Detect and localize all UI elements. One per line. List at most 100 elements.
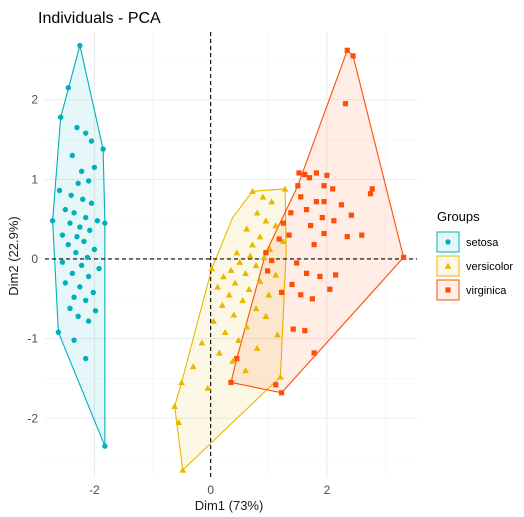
virginica-point xyxy=(317,273,323,280)
virginica-point xyxy=(298,194,304,200)
versicolor-point xyxy=(208,265,216,272)
setosa-point xyxy=(82,297,89,304)
setosa-point xyxy=(85,178,92,184)
versicolor-point xyxy=(249,241,256,248)
setosa-point xyxy=(91,164,98,171)
setosa-point xyxy=(55,329,62,335)
virginica-point xyxy=(276,236,282,242)
group-hulls xyxy=(52,45,405,472)
virginica-point xyxy=(311,242,317,248)
versicolor-point xyxy=(225,291,233,298)
setosa-point xyxy=(84,254,91,261)
setosa-point xyxy=(65,85,71,91)
virginica-point xyxy=(331,218,337,224)
virginica-point xyxy=(348,212,354,218)
setosa-point xyxy=(49,218,56,224)
versicolor-point xyxy=(268,198,276,205)
setosa-point xyxy=(81,238,87,245)
virginica-point xyxy=(303,207,310,213)
versicolor-point xyxy=(236,258,244,265)
setosa-point xyxy=(62,280,69,286)
setosa-legend-label: setosa xyxy=(466,237,499,249)
versicolor-point xyxy=(218,301,226,308)
setosa-point xyxy=(59,232,66,238)
y-tick-label: -1 xyxy=(27,332,38,346)
setosa-point xyxy=(82,355,89,362)
versicolor-point xyxy=(231,279,239,286)
versicolor-point xyxy=(243,323,251,330)
versicolor-point xyxy=(198,339,206,346)
virginica-point xyxy=(286,232,292,238)
setosa-point xyxy=(74,124,80,131)
setosa-point xyxy=(71,294,77,300)
virginica-point xyxy=(321,230,327,237)
versicolor-point xyxy=(262,217,270,224)
versicolor-point xyxy=(214,283,222,290)
setosa-point xyxy=(67,305,73,312)
versicolor-legend-label: versicolor xyxy=(466,261,513,273)
virginica-point xyxy=(295,183,301,189)
virginica-point xyxy=(311,350,317,356)
virginica-point xyxy=(313,170,320,176)
versicolor-point xyxy=(179,466,187,473)
setosa-point xyxy=(71,337,77,343)
virginica-point xyxy=(290,326,296,332)
versicolor-point xyxy=(272,222,280,229)
setosa-point xyxy=(73,249,79,256)
setosa-point xyxy=(91,246,98,253)
setosa-point xyxy=(94,218,101,224)
virginica-point xyxy=(294,260,300,266)
setosa-point xyxy=(71,210,77,216)
versicolor-point xyxy=(262,312,270,320)
setosa-point xyxy=(75,180,81,187)
versicolor-point xyxy=(279,238,287,245)
virginica-point xyxy=(228,379,234,386)
setosa-point xyxy=(85,273,92,280)
y-axis-title: Dim2 (22.9%) xyxy=(6,216,21,295)
versicolor-point xyxy=(259,193,267,200)
virginica-point xyxy=(321,199,327,205)
setosa-point xyxy=(75,313,81,320)
versicolor-point xyxy=(281,185,289,192)
grid xyxy=(45,32,417,478)
legend-items: setosa versicolor virginica xyxy=(436,231,513,301)
virginica-point xyxy=(369,186,375,192)
virginica-point xyxy=(273,382,279,388)
virginica-point xyxy=(338,202,345,208)
versicolor-point xyxy=(249,187,256,195)
virginica-point xyxy=(327,286,333,292)
versicolor-point xyxy=(253,344,261,351)
versicolor-point xyxy=(246,252,254,259)
virginica-point xyxy=(306,175,313,181)
versicolor-legend-marker xyxy=(444,262,452,269)
versicolor-point xyxy=(233,249,241,256)
virginica-point xyxy=(289,281,295,288)
virginica-point xyxy=(280,220,286,226)
setosa-point xyxy=(82,130,89,136)
setosa-point xyxy=(77,284,83,290)
setosa-point xyxy=(80,196,86,202)
virginica-point xyxy=(302,171,308,178)
setosa-point xyxy=(56,187,63,194)
setosa-point xyxy=(69,152,76,159)
virginica-point xyxy=(308,222,314,229)
versicolor-point xyxy=(274,331,281,338)
virginica-point xyxy=(321,183,327,189)
x-tick-label: 2 xyxy=(324,483,331,497)
setosa-point xyxy=(96,265,102,272)
versicolor-point xyxy=(252,304,260,312)
virginica-point xyxy=(309,296,315,302)
virginica-point xyxy=(265,268,271,274)
setosa-point xyxy=(62,206,69,213)
versicolor-point xyxy=(210,317,217,324)
versicolor-point xyxy=(215,349,223,356)
legend-title: Groups xyxy=(437,209,480,224)
setosa-point xyxy=(69,270,76,277)
virginica-point xyxy=(303,270,310,276)
virginica-point xyxy=(278,390,285,396)
setosa-point xyxy=(74,233,80,240)
setosa-point xyxy=(90,289,96,296)
versicolor-point xyxy=(204,384,212,391)
versicolor-point xyxy=(178,379,185,386)
